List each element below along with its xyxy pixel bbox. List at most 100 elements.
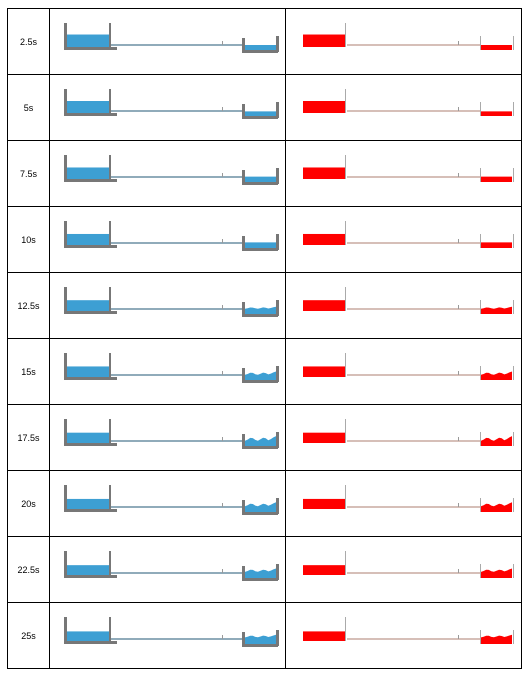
water-panel — [49, 272, 286, 339]
left-tank-fluid — [303, 300, 345, 311]
water-tank-diagram — [64, 23, 279, 53]
left-tank-fluid — [303, 233, 345, 245]
right-tank-wall-left — [480, 630, 481, 644]
left-tank-wall-right — [109, 353, 111, 377]
left-tank-floor — [64, 377, 117, 380]
right-tank-fluid — [245, 111, 276, 116]
left-tank-wall-right — [109, 287, 111, 311]
water-tank-diagram — [64, 419, 279, 449]
left-tank-fluid — [67, 565, 109, 575]
right-tank-wall-left — [480, 498, 481, 512]
left-tank-wall-right — [109, 23, 111, 47]
right-tank-wall-left — [480, 366, 481, 380]
right-tank-wall-left — [480, 102, 481, 116]
water-tank-diagram — [64, 221, 279, 251]
water-panel — [49, 74, 286, 141]
right-tank-fluid — [481, 436, 512, 446]
channel-marker — [458, 107, 459, 111]
left-tank-wall-left — [64, 485, 67, 511]
field-panel — [285, 404, 522, 471]
right-tank-fluid — [245, 436, 276, 446]
left-tank-fluid — [67, 101, 109, 113]
left-tank-fluid — [67, 432, 109, 443]
table-row: 22.5s — [7, 536, 522, 603]
left-tank-wall-left — [64, 155, 67, 181]
left-tank-floor — [64, 509, 117, 512]
left-tank-wall-right — [345, 551, 346, 575]
channel-marker — [222, 437, 223, 441]
channel-marker — [222, 371, 223, 375]
water-tank-diagram — [64, 89, 279, 119]
right-tank-wall-right — [276, 564, 279, 580]
right-tank-wall-right — [513, 564, 514, 578]
right-tank-fluid — [245, 371, 276, 380]
time-label: 22.5s — [7, 536, 50, 603]
left-tank-fluid — [67, 167, 109, 179]
left-tank-wall-right — [109, 485, 111, 509]
field-tank-diagram — [303, 23, 514, 50]
left-tank-floor — [64, 179, 117, 182]
left-tank-wall-right — [109, 617, 111, 641]
right-tank-wall-right — [513, 36, 514, 50]
right-tank-wall-right — [276, 168, 279, 184]
right-tank-floor — [242, 512, 278, 515]
left-tank-wall-right — [109, 89, 111, 113]
right-tank-fluid — [481, 45, 512, 50]
right-tank-fluid — [245, 568, 276, 578]
time-label: 25s — [7, 602, 50, 669]
left-tank-fluid — [67, 366, 109, 377]
left-tank-fluid — [303, 498, 345, 509]
right-tank-wall-right — [513, 432, 514, 446]
time-label: 20s — [7, 470, 50, 537]
right-tank-wall-left — [242, 170, 245, 184]
channel-marker — [458, 41, 459, 45]
right-tank-wall-right — [513, 300, 514, 314]
right-tank-fluid — [245, 634, 276, 644]
channel-marker — [458, 173, 459, 177]
channel-marker — [222, 239, 223, 243]
simulation-table: 2.5s 5s 7.5s 10s 12.5s 15s 17.5s 20s 22.5s 25s — [7, 8, 522, 669]
water-tank-diagram — [64, 551, 279, 581]
field-panel — [285, 206, 522, 273]
left-tank-wall-left — [64, 419, 67, 445]
left-tank-wall-left — [64, 23, 67, 49]
left-tank-wall-left — [64, 287, 67, 313]
left-tank-fluid — [67, 233, 109, 245]
left-tank-wall-right — [345, 155, 346, 179]
right-tank-floor — [242, 644, 278, 647]
field-panel — [285, 602, 522, 669]
left-tank-fluid — [67, 34, 109, 47]
right-tank-floor — [242, 314, 278, 317]
field-panel — [285, 470, 522, 537]
channel-marker — [222, 41, 223, 45]
time-label: 10s — [7, 206, 50, 273]
time-label: 7.5s — [7, 140, 50, 207]
left-tank-floor — [64, 443, 117, 446]
field-panel — [285, 338, 522, 405]
water-panel — [49, 8, 286, 75]
right-tank-floor — [242, 380, 278, 383]
channel-marker — [222, 635, 223, 639]
channel-marker — [458, 371, 459, 375]
channel-marker — [222, 305, 223, 309]
left-tank-fluid — [303, 101, 345, 113]
table-row: 20s — [7, 470, 522, 537]
left-tank-fluid — [67, 300, 109, 311]
left-tank-wall-right — [345, 221, 346, 245]
water-panel — [49, 140, 286, 207]
right-tank-fluid — [481, 176, 512, 182]
left-tank-wall-right — [345, 89, 346, 113]
right-tank-wall-right — [276, 630, 279, 646]
left-tank-fluid — [303, 34, 345, 47]
table-row: 10s — [7, 206, 522, 273]
right-tank-wall-right — [513, 102, 514, 116]
table-row: 15s — [7, 338, 522, 405]
right-tank-wall-right — [276, 300, 279, 316]
table-row: 2.5s — [7, 8, 522, 75]
right-tank-fluid — [245, 242, 276, 248]
right-tank-wall-left — [480, 564, 481, 578]
right-tank-fluid — [481, 242, 512, 248]
channel-marker — [458, 239, 459, 243]
right-tank-wall-right — [513, 234, 514, 248]
left-tank-wall-right — [109, 155, 111, 179]
